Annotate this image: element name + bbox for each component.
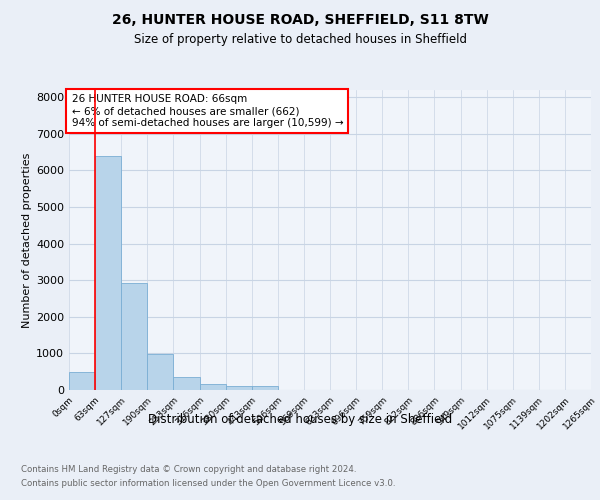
Y-axis label: Number of detached properties: Number of detached properties — [22, 152, 32, 328]
Text: Contains HM Land Registry data © Crown copyright and database right 2024.: Contains HM Land Registry data © Crown c… — [21, 465, 356, 474]
Bar — [121, 283, 148, 390]
Text: 26 HUNTER HOUSE ROAD: 66sqm
← 6% of detached houses are smaller (662)
94% of sem: 26 HUNTER HOUSE ROAD: 66sqm ← 6% of deta… — [71, 94, 343, 128]
Bar — [252, 386, 278, 390]
Text: 26, HUNTER HOUSE ROAD, SHEFFIELD, S11 8TW: 26, HUNTER HOUSE ROAD, SHEFFIELD, S11 8T… — [112, 12, 488, 26]
Text: Size of property relative to detached houses in Sheffield: Size of property relative to detached ho… — [133, 32, 467, 46]
Bar — [148, 354, 173, 390]
Bar — [199, 384, 226, 390]
Text: Contains public sector information licensed under the Open Government Licence v3: Contains public sector information licen… — [21, 479, 395, 488]
Bar — [226, 386, 252, 390]
Bar — [95, 156, 121, 390]
Text: Distribution of detached houses by size in Sheffield: Distribution of detached houses by size … — [148, 412, 452, 426]
Bar — [69, 372, 95, 390]
Bar — [173, 377, 199, 390]
